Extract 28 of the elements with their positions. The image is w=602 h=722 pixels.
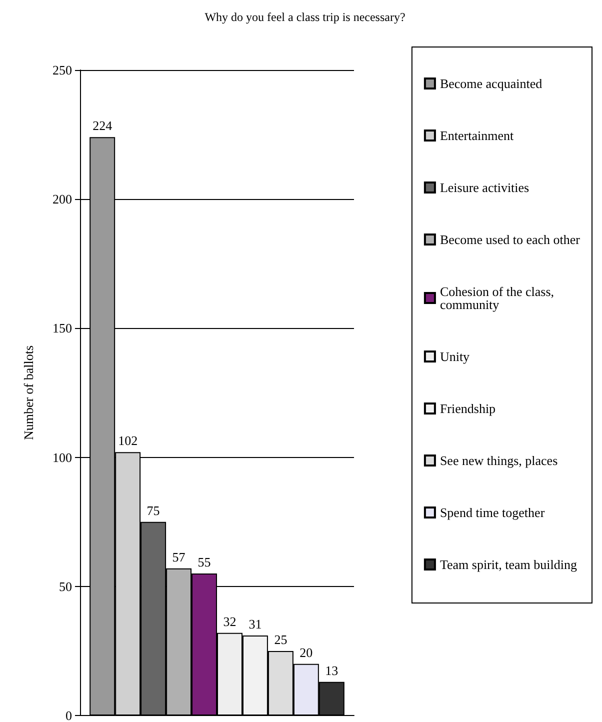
legend-label: Become used to each other xyxy=(440,232,581,247)
y-tick-label: 100 xyxy=(52,450,72,465)
chart-title: Why do you feel a class trip is necessary? xyxy=(204,10,406,24)
legend-label: Friendship xyxy=(440,401,496,416)
data-label: 20 xyxy=(300,644,313,660)
y-tick-label: 0 xyxy=(66,708,72,722)
y-tick-label: 50 xyxy=(59,578,72,594)
legend-label: Entertainment xyxy=(440,128,514,143)
legend-label: See new things, places xyxy=(440,453,558,468)
y-tick-label: 200 xyxy=(52,192,72,207)
y-tick-label: 150 xyxy=(52,320,72,336)
y-axis-title: Number of ballots xyxy=(21,345,36,440)
data-label: 13 xyxy=(325,662,338,678)
data-label: 32 xyxy=(223,614,236,629)
legend-label: Leisure activities xyxy=(440,180,530,195)
legend-label: Become acquainted xyxy=(440,76,543,91)
data-label: 55 xyxy=(198,554,211,570)
data-label: 25 xyxy=(274,632,288,647)
data-label: 57 xyxy=(172,549,186,564)
legend-label: Spend time together xyxy=(440,505,546,520)
y-tick-label: 250 xyxy=(52,62,72,78)
data-label: 75 xyxy=(146,502,160,518)
data-label: 31 xyxy=(248,616,262,632)
legend-label: Cohesion of the class, community xyxy=(440,284,558,312)
legend-label: Team spirit, team building xyxy=(440,557,578,572)
legend-label: Unity xyxy=(440,349,470,364)
data-label: 224 xyxy=(92,118,113,134)
data-label: 102 xyxy=(118,433,138,448)
